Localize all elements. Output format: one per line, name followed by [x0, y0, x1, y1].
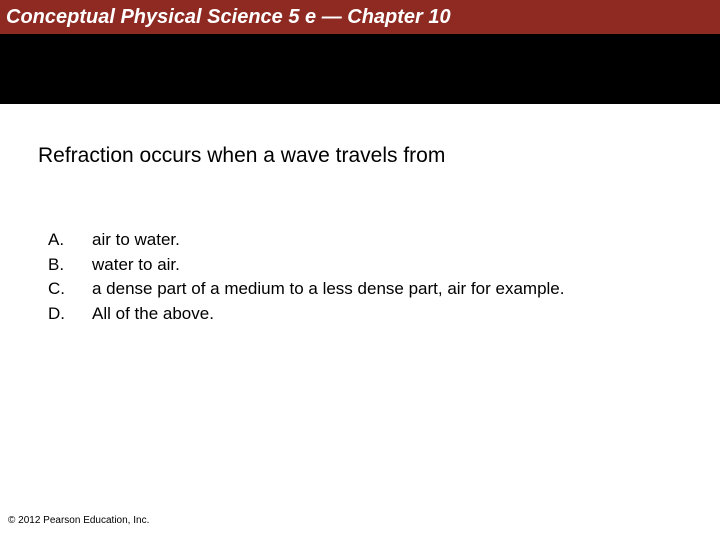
- option-letter: C.: [48, 277, 92, 302]
- option-d: D. All of the above.: [48, 302, 720, 327]
- copyright-text: © 2012 Pearson Education, Inc.: [8, 515, 149, 526]
- option-text: water to air.: [92, 253, 180, 278]
- header-title: Conceptual Physical Science 5 e — Chapte…: [6, 6, 451, 29]
- option-letter: D.: [48, 302, 92, 327]
- option-text: a dense part of a medium to a less dense…: [92, 277, 564, 302]
- option-c: C. a dense part of a medium to a less de…: [48, 277, 720, 302]
- option-a: A. air to water.: [48, 228, 720, 253]
- option-letter: B.: [48, 253, 92, 278]
- header-black-bar: [0, 34, 720, 104]
- option-text: air to water.: [92, 228, 180, 253]
- slide-header: Conceptual Physical Science 5 e — Chapte…: [0, 0, 720, 34]
- option-text: All of the above.: [92, 302, 214, 327]
- option-letter: A.: [48, 228, 92, 253]
- question-text: Refraction occurs when a wave travels fr…: [38, 144, 720, 168]
- option-b: B. water to air.: [48, 253, 720, 278]
- options-list: A. air to water. B. water to air. C. a d…: [48, 228, 720, 327]
